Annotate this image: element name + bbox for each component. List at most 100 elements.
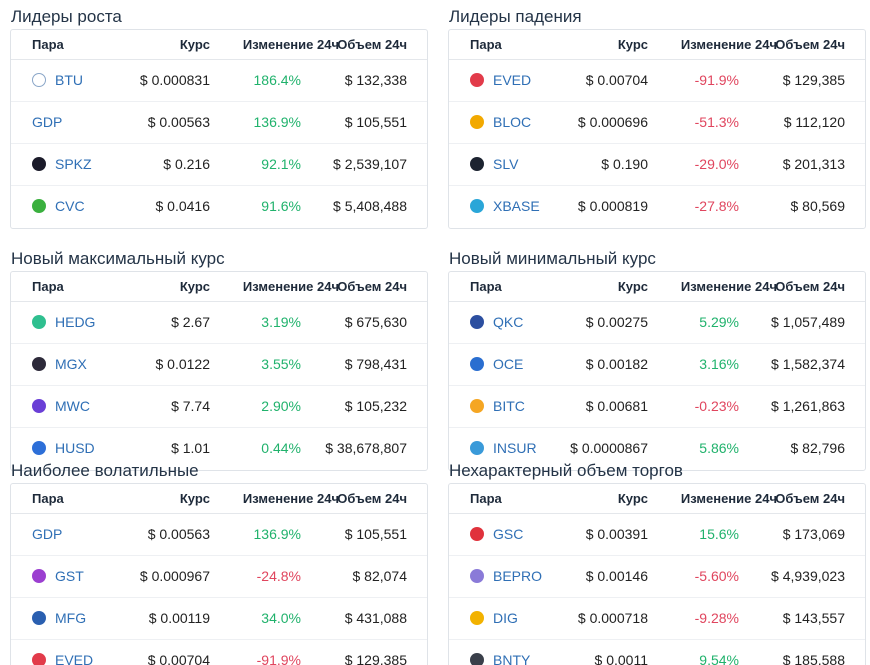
market-table: Пара Курс Изменение 24ч Объем 24ч GDP $ 0.005… — [10, 483, 428, 665]
change-value: 136.9% — [253, 114, 301, 130]
change-column-header[interactable]: Изменение 24ч — [680, 279, 777, 294]
pair-link[interactable]: EVED — [470, 72, 531, 88]
price-value: $ 0.000819 — [577, 198, 648, 214]
volume-column-header[interactable]: Объем 24ч — [337, 491, 407, 506]
table-header: Пара Курс Изменение 24ч Объем 24ч — [11, 30, 427, 60]
pair-link[interactable]: XBASE — [470, 198, 540, 214]
table-row[interactable]: MGX $ 0.0122 3.55% $ 798,431 — [11, 344, 427, 386]
price-value: $ 0.00704 — [147, 652, 210, 665]
pair-label: EVED — [493, 72, 532, 88]
table-row[interactable]: GSC $ 0.00391 15.6% $ 173,069 — [449, 514, 865, 556]
pair-link[interactable]: BITC — [470, 398, 525, 414]
pair-link[interactable]: GST — [32, 568, 84, 584]
table-row[interactable]: HUSD $ 1.01 0.44% $ 38,678,807 — [11, 428, 427, 470]
pair-link[interactable]: HUSD — [32, 440, 95, 456]
pair-link[interactable]: OCE — [470, 356, 523, 372]
pair-link[interactable]: GDP — [32, 526, 62, 542]
table-row[interactable]: BEPRO $ 0.00146 -5.60% $ 4,939,023 — [449, 556, 865, 598]
pair-link[interactable]: BEPRO — [470, 568, 542, 584]
price-value: $ 0.00146 — [585, 568, 648, 584]
table-row[interactable]: BTU $ 0.000831 186.4% $ 132,338 — [11, 60, 427, 102]
change-column-header[interactable]: Изменение 24ч — [680, 491, 777, 506]
change-column-header[interactable]: Изменение 24ч — [242, 279, 339, 294]
price-column-header[interactable]: Курс — [617, 37, 648, 52]
cvc-icon — [32, 199, 46, 213]
oce-icon — [470, 357, 484, 371]
price-value: $ 0.000831 — [139, 72, 210, 88]
volume-column-header[interactable]: Объем 24ч — [337, 37, 407, 52]
price-column-header[interactable]: Курс — [617, 279, 648, 294]
pair-link[interactable]: INSUR — [470, 440, 537, 456]
table-row[interactable]: EVED $ 0.00704 -91.9% $ 129,385 — [449, 60, 865, 102]
table-row[interactable]: GDP $ 0.00563 136.9% $ 105,551 — [11, 102, 427, 144]
table-row[interactable]: XBASE $ 0.000819 -27.8% $ 80,569 — [449, 186, 865, 228]
pair-column-header[interactable]: Пара — [32, 37, 64, 52]
market-table: Пара Курс Изменение 24ч Объем 24ч QKC $ 0.002… — [448, 271, 866, 471]
section-title: Нехарактерный объем торгов — [449, 461, 683, 480]
table-row[interactable]: OCE $ 0.00182 3.16% $ 1,582,374 — [449, 344, 865, 386]
table-row[interactable]: SPKZ $ 0.216 92.1% $ 2,539,107 — [11, 144, 427, 186]
pair-column-header[interactable]: Пара — [470, 37, 502, 52]
volume-value: $ 143,557 — [782, 610, 845, 626]
pair-label: QKC — [493, 314, 524, 330]
volume-column-header[interactable]: Объем 24ч — [775, 279, 845, 294]
pair-link[interactable]: MFG — [32, 610, 86, 626]
volume-value: $ 105,551 — [344, 114, 407, 130]
volume-column-header[interactable]: Объем 24ч — [775, 37, 845, 52]
pair-column-header[interactable]: Пара — [32, 279, 64, 294]
volume-column-header[interactable]: Объем 24ч — [775, 491, 845, 506]
pair-link[interactable]: DIG — [470, 610, 518, 626]
pair-link[interactable]: BTU — [32, 72, 83, 88]
table-row[interactable]: HEDG $ 2.67 3.19% $ 675,630 — [11, 302, 427, 344]
volume-column-header[interactable]: Объем 24ч — [337, 279, 407, 294]
pair-column-header[interactable]: Пара — [470, 491, 502, 506]
pair-link[interactable]: HEDG — [32, 314, 95, 330]
price-column-header[interactable]: Курс — [179, 491, 210, 506]
pair-link[interactable]: MWC — [32, 398, 90, 414]
change-value: 15.6% — [699, 526, 739, 542]
table-row[interactable]: QKC $ 0.00275 5.29% $ 1,057,489 — [449, 302, 865, 344]
table-row[interactable]: INSUR $ 0.0000867 5.86% $ 82,796 — [449, 428, 865, 470]
table-row[interactable]: MWC $ 7.74 2.90% $ 105,232 — [11, 386, 427, 428]
volume-value: $ 2,539,107 — [333, 156, 407, 172]
price-value: $ 0.000967 — [139, 568, 210, 584]
table-row[interactable]: BLOC $ 0.000696 -51.3% $ 112,120 — [449, 102, 865, 144]
pair-link[interactable]: GDP — [32, 114, 62, 130]
pair-link[interactable]: MGX — [32, 356, 87, 372]
pair-link[interactable]: EVED — [32, 652, 93, 665]
pair-link[interactable]: QKC — [470, 314, 523, 330]
table-row[interactable]: GST $ 0.000967 -24.8% $ 82,074 — [11, 556, 427, 598]
price-value: $ 0.0416 — [155, 198, 211, 214]
pair-link[interactable]: SPKZ — [32, 156, 92, 172]
price-column-header[interactable]: Курс — [179, 279, 210, 294]
table-header: Пара Курс Изменение 24ч Объем 24ч — [11, 272, 427, 302]
bepro-icon — [470, 569, 484, 583]
pair-column-header[interactable]: Пара — [470, 279, 502, 294]
xbase-icon — [470, 199, 484, 213]
table-row[interactable]: MFG $ 0.00119 34.0% $ 431,088 — [11, 598, 427, 640]
change-column-header[interactable]: Изменение 24ч — [242, 491, 339, 506]
pair-link[interactable]: GSC — [470, 526, 523, 542]
change-value: 186.4% — [253, 72, 301, 88]
market-table: Пара Курс Изменение 24ч Объем 24ч GSC $ 0.003… — [448, 483, 866, 665]
table-row[interactable]: EVED $ 0.00704 -91.9% $ 129,385 — [11, 640, 427, 665]
pair-link[interactable]: SLV — [470, 156, 518, 172]
table-row[interactable]: BNTY $ 0.0011 9.54% $ 185,588 — [449, 640, 865, 665]
pair-column-header[interactable]: Пара — [32, 491, 64, 506]
price-column-header[interactable]: Курс — [617, 491, 648, 506]
table-row[interactable]: DIG $ 0.000718 -9.28% $ 143,557 — [449, 598, 865, 640]
change-value: -0.23% — [694, 398, 739, 414]
table-row[interactable]: CVC $ 0.0416 91.6% $ 5,408,488 — [11, 186, 427, 228]
table-row[interactable]: SLV $ 0.190 -29.0% $ 201,313 — [449, 144, 865, 186]
mfg-icon — [32, 611, 46, 625]
table-row[interactable]: BITC $ 0.00681 -0.23% $ 1,261,863 — [449, 386, 865, 428]
pair-link[interactable]: CVC — [32, 198, 85, 214]
volume-value: $ 173,069 — [782, 526, 845, 542]
pair-link[interactable]: BNTY — [470, 652, 530, 665]
table-row[interactable]: GDP $ 0.00563 136.9% $ 105,551 — [11, 514, 427, 556]
price-column-header[interactable]: Курс — [179, 37, 210, 52]
pair-link[interactable]: BLOC — [470, 114, 531, 130]
change-column-header[interactable]: Изменение 24ч — [680, 37, 777, 52]
price-value: $ 0.0011 — [594, 652, 648, 665]
change-column-header[interactable]: Изменение 24ч — [242, 37, 339, 52]
